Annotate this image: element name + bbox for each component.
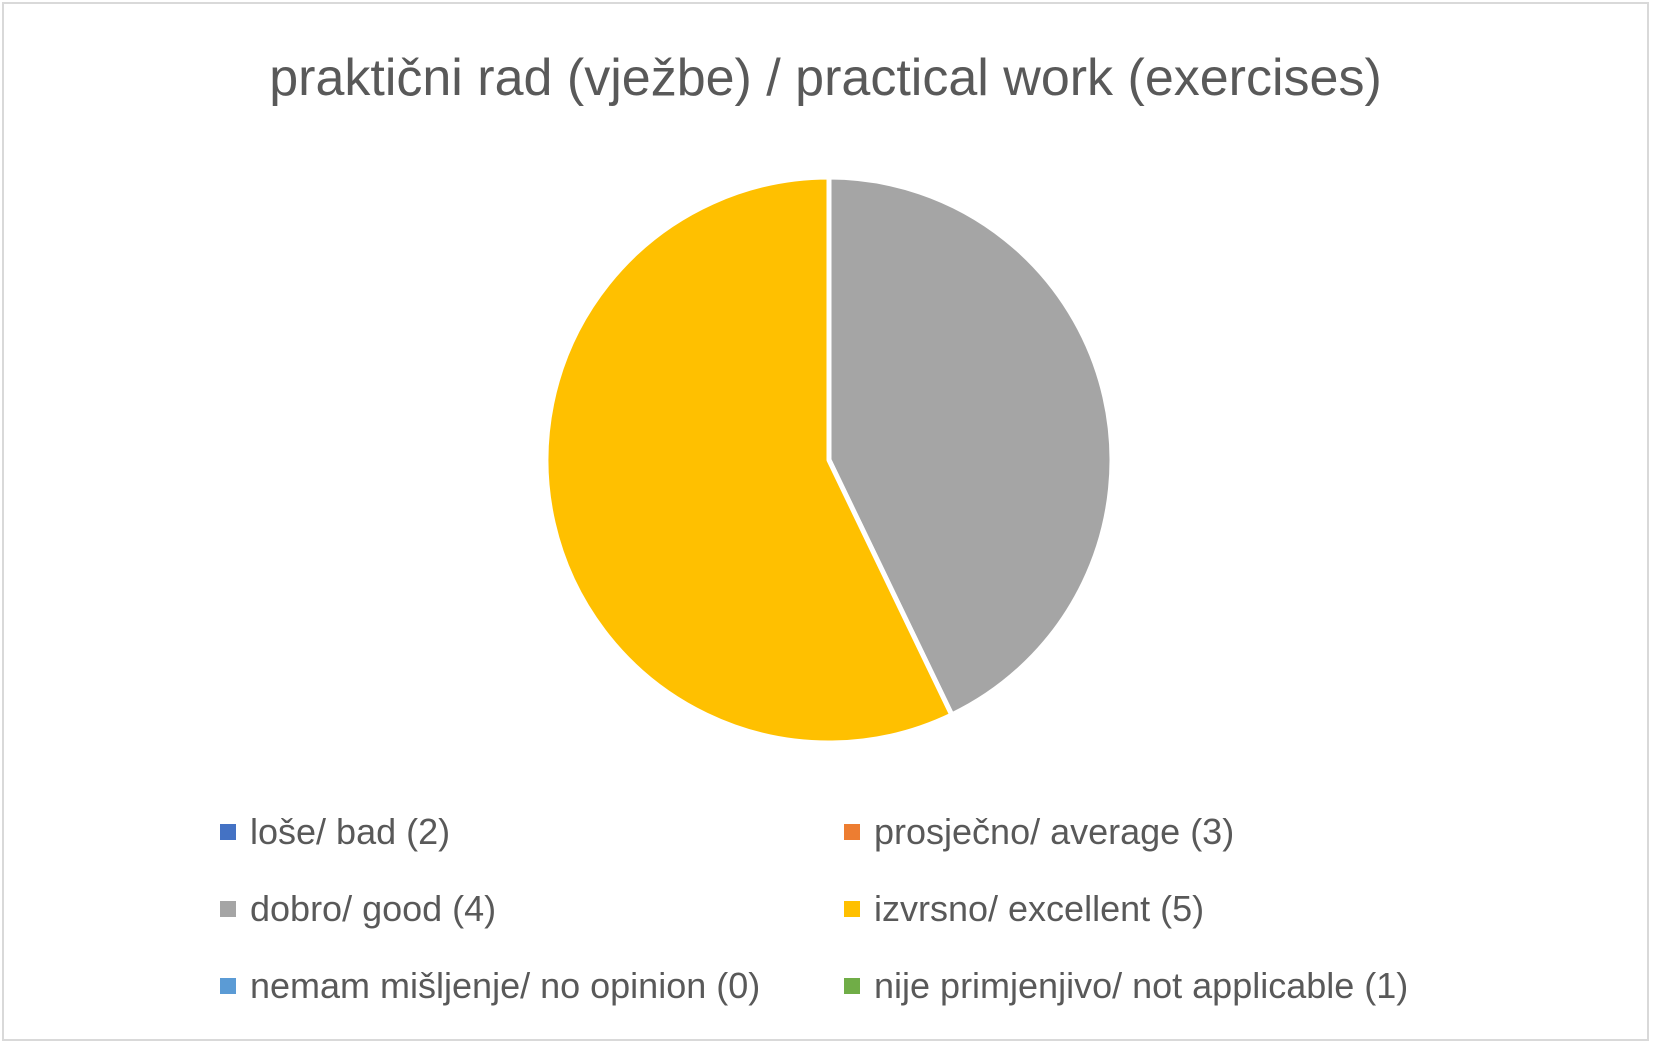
pie-slice-izvrsno-excellent-5: [543, 174, 955, 746]
chart-title: praktični rad (vježbe) / practical work …: [269, 49, 1382, 107]
pie-chart: [543, 174, 1115, 746]
pie-slices: [543, 174, 1115, 746]
pie-slice-dobro-good-4: [826, 174, 1115, 718]
